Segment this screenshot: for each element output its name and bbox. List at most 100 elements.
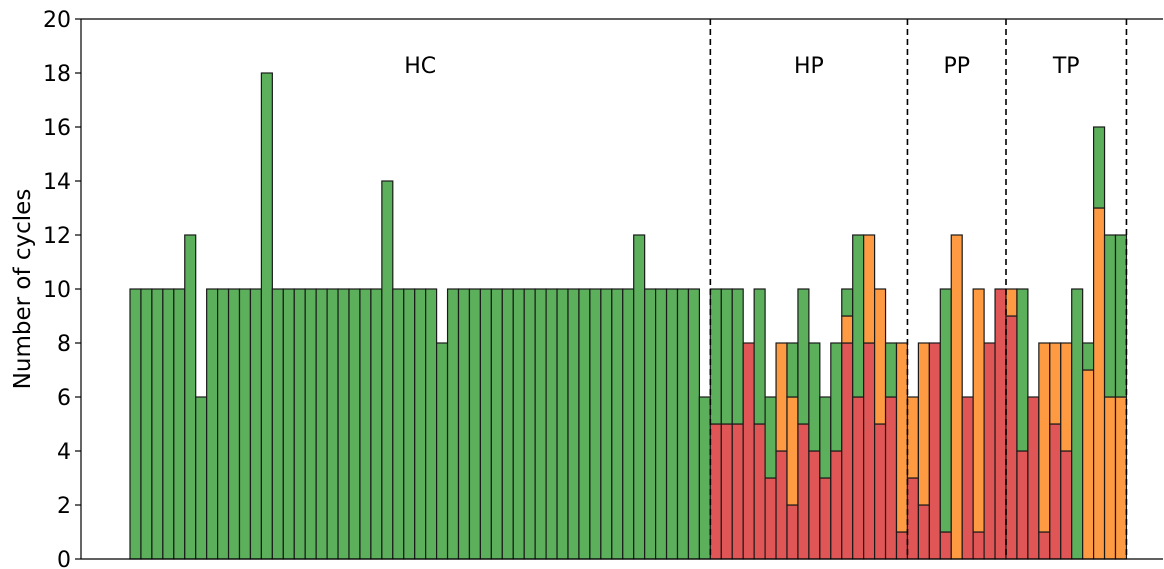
bar-green-segment-23 <box>381 180 394 560</box>
bar-red-segment-83 <box>1038 531 1051 560</box>
bar-red-segment-71 <box>906 477 920 560</box>
bar-green-segment-49 <box>665 288 679 560</box>
bar-orange-segment-59 <box>775 342 788 452</box>
bar-red-segment-73 <box>928 342 941 560</box>
bar-orange-segment-71 <box>906 396 920 479</box>
bar-red-segment-85 <box>1060 450 1073 560</box>
y-tick-label-20: 20 <box>43 8 71 33</box>
bar-green-segment-34 <box>501 288 514 560</box>
bar-green-segment-2 <box>151 288 164 560</box>
bar-orange-segment-89 <box>1103 396 1117 560</box>
y-tick-label-6: 6 <box>57 386 71 411</box>
bar-green-segment-6 <box>195 396 208 560</box>
bar-green-segment-14 <box>282 288 295 560</box>
bar-orange-segment-75 <box>950 234 963 560</box>
bar-red-segment-72 <box>917 504 930 560</box>
bar-red-segment-76 <box>961 396 974 560</box>
bar-green-segment-35 <box>512 288 525 560</box>
bar-red-segment-57 <box>753 423 766 560</box>
bar-green-segment-24 <box>392 288 405 560</box>
bar-green-segment-11 <box>249 288 262 560</box>
bar-green-segment-86 <box>1071 288 1084 560</box>
bar-green-segment-21 <box>359 288 372 560</box>
bar-red-segment-82 <box>1027 396 1040 560</box>
bar-orange-segment-68 <box>873 288 887 425</box>
bar-green-segment-36 <box>523 288 536 560</box>
bar-green-segment-64 <box>830 342 843 452</box>
bar-red-segment-81 <box>1016 450 1029 560</box>
bar-orange-segment-83 <box>1038 342 1051 533</box>
y-tick-label-16: 16 <box>43 116 71 141</box>
bar-red-segment-55 <box>731 423 744 560</box>
y-tick-label-18: 18 <box>43 62 71 87</box>
bar-red-segment-78 <box>983 342 996 560</box>
bar-green-segment-13 <box>271 288 284 560</box>
bar-green-segment-26 <box>414 288 427 560</box>
y-axis-title: Number of cycles <box>10 189 36 390</box>
bar-green-segment-0 <box>129 288 142 560</box>
bar-green-segment-43 <box>600 288 613 560</box>
bar-green-segment-5 <box>184 234 197 560</box>
bar-green-segment-45 <box>622 288 635 560</box>
bar-green-segment-9 <box>227 288 241 560</box>
bar-green-segment-20 <box>348 288 361 560</box>
bar-green-segment-42 <box>589 288 602 560</box>
bar-green-segment-52 <box>698 396 711 560</box>
bar-orange-segment-84 <box>1049 342 1062 425</box>
bar-orange-segment-85 <box>1060 342 1073 452</box>
region-label-tp: TP <box>1052 54 1080 79</box>
bar-green-segment-54 <box>720 288 733 425</box>
y-tick-label-14: 14 <box>43 170 71 195</box>
bar-green-segment-50 <box>676 288 690 560</box>
bar-green-segment-48 <box>654 288 668 560</box>
bar-orange-segment-87 <box>1082 369 1095 560</box>
bar-orange-segment-67 <box>863 234 876 344</box>
bar-red-segment-79 <box>994 288 1007 560</box>
bar-green-segment-19 <box>337 288 350 560</box>
bar-red-segment-69 <box>884 396 898 560</box>
bar-green-segment-62 <box>808 342 821 452</box>
bar-red-segment-56 <box>742 342 755 560</box>
bar-green-segment-31 <box>468 288 482 560</box>
bar-green-segment-53 <box>709 288 722 425</box>
bar-red-segment-65 <box>841 342 854 560</box>
bar-green-segment-17 <box>315 288 328 560</box>
bar-green-segment-46 <box>633 234 646 560</box>
bar-red-segment-66 <box>852 396 865 560</box>
bar-green-segment-28 <box>436 342 449 560</box>
region-label-pp: PP <box>943 54 970 79</box>
bar-green-segment-81 <box>1016 288 1029 452</box>
bar-orange-segment-65 <box>841 315 854 344</box>
bar-red-segment-68 <box>873 423 887 560</box>
bar-green-segment-65 <box>841 288 854 317</box>
bar-red-segment-62 <box>808 450 821 560</box>
y-tick-label-0: 0 <box>57 548 71 569</box>
y-tick-label-12: 12 <box>43 224 71 249</box>
bar-green-segment-38 <box>545 288 558 560</box>
bar-green-segment-25 <box>403 288 416 560</box>
bar-green-segment-7 <box>206 288 219 560</box>
y-tick-label-2: 2 <box>57 494 71 519</box>
y-tick-label-10: 10 <box>43 278 71 303</box>
bar-green-segment-57 <box>753 288 766 425</box>
bar-green-segment-44 <box>611 288 624 560</box>
bar-green-segment-8 <box>217 288 230 560</box>
y-tick-label-4: 4 <box>57 440 71 465</box>
bar-green-segment-10 <box>238 288 252 560</box>
bar-red-segment-63 <box>819 477 832 560</box>
bar-green-segment-29 <box>446 288 460 560</box>
bar-orange-segment-77 <box>972 288 985 533</box>
bar-green-segment-55 <box>731 288 744 425</box>
bar-red-segment-53 <box>709 423 722 560</box>
bar-green-segment-60 <box>786 342 799 398</box>
bar-green-segment-22 <box>370 288 383 560</box>
bar-orange-segment-80 <box>1005 288 1018 317</box>
bar-red-segment-77 <box>972 531 985 560</box>
bar-red-segment-54 <box>720 423 733 560</box>
bar-orange-segment-70 <box>895 342 909 533</box>
bar-green-segment-32 <box>479 288 492 560</box>
region-dividers <box>709 19 1128 559</box>
bar-red-segment-64 <box>830 450 843 560</box>
axes: 0 2 4 6 8 10 12 14 16 18 20 <box>43 8 1163 569</box>
